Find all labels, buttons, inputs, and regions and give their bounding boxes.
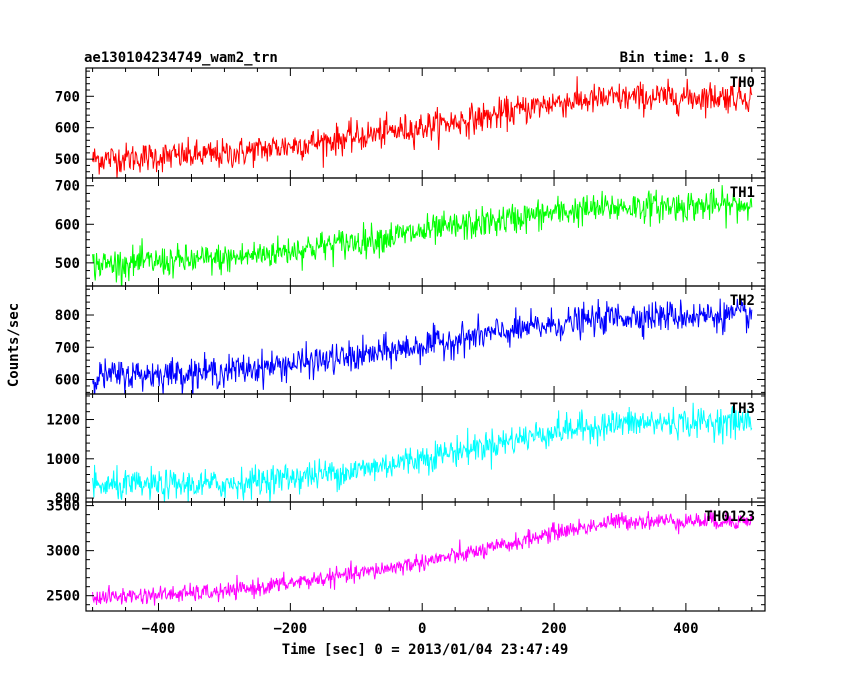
panel-label-th0: TH0 (730, 75, 755, 91)
panel-label-th2: TH2 (730, 293, 755, 309)
x-tick-label: 200 (541, 621, 566, 637)
panel-th0: 500 600 700 TH0 (55, 67, 766, 179)
panel-th2: 600 700 800 TH2 (55, 285, 766, 395)
panel-frame (85, 177, 766, 287)
panel-th3: 800 1000 1200 TH3 (46, 393, 766, 507)
series-line-th0 (92, 76, 753, 178)
x-axis-group: −400 −200 0 200 400 (142, 621, 699, 637)
panel-label-th3: TH3 (730, 401, 755, 417)
y-tick-label: 3000 (46, 544, 80, 560)
panel-th0123: 2500 3000 3500 TH0123 (46, 499, 766, 612)
x-tick-label: 0 (418, 621, 426, 637)
y-tick-label: 600 (55, 372, 80, 388)
y-tick-label: 800 (55, 491, 80, 507)
y-tick-label: 700 (55, 89, 80, 105)
y-tick-label: 600 (55, 217, 80, 233)
y-tick-label: 3500 (46, 499, 80, 515)
y-tick-label: 600 (55, 121, 80, 137)
y-tick-label: 1200 (46, 413, 80, 429)
x-tick-label: 400 (673, 621, 698, 637)
y-axis-label: Counts/sec (6, 303, 22, 387)
series-line-th0123 (92, 509, 753, 606)
panel-label-th0123: TH0123 (704, 509, 755, 525)
panel-frame (85, 67, 766, 179)
panel-frame (85, 501, 766, 612)
panels-group: 500 600 700 TH0 500 600 700 TH1 600 700 800 TH2 800 1… (46, 67, 766, 612)
y-tick-label: 800 (55, 308, 80, 324)
series-line-th2 (92, 298, 753, 394)
panel-th1: 500 600 700 TH1 (55, 177, 766, 287)
y-tick-label: 500 (55, 256, 80, 272)
bin-time-label: Bin time: 1.0 s (620, 50, 746, 66)
y-tick-label: 500 (55, 152, 80, 168)
chart-title: ae130104234749_wam2_trn (84, 50, 278, 66)
series-line-th3 (92, 402, 753, 502)
series-line-th1 (92, 185, 753, 286)
y-tick-label: 700 (55, 179, 80, 195)
y-tick-label: 700 (55, 340, 80, 356)
x-axis-label: Time [sec] 0 = 2013/01/04 23:47:49 (282, 642, 569, 658)
y-tick-label: 2500 (46, 589, 80, 605)
panel-label-th1: TH1 (730, 185, 755, 201)
y-tick-label: 1000 (46, 452, 80, 468)
x-tick-label: −400 (142, 621, 176, 637)
x-tick-label: −200 (273, 621, 307, 637)
